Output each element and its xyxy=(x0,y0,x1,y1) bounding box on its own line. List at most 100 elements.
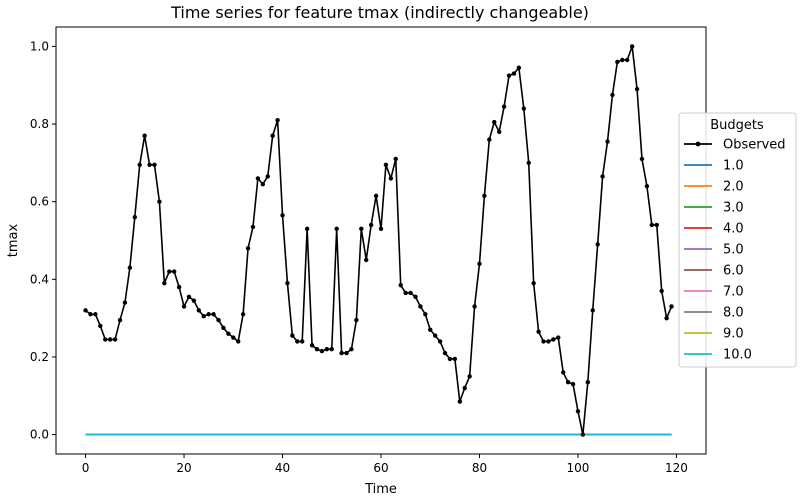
legend-entry: 8.0 xyxy=(684,306,744,321)
observed-point xyxy=(196,308,201,313)
observed-point xyxy=(442,350,448,356)
observed-point xyxy=(595,242,600,247)
observed-point xyxy=(354,317,359,323)
observed-point xyxy=(373,193,379,199)
observed-point xyxy=(147,162,152,167)
observed-point xyxy=(304,226,310,232)
observed-point xyxy=(620,57,625,63)
observed-point xyxy=(383,162,389,167)
observed-point xyxy=(546,339,551,344)
y-tick-label: 0.2 xyxy=(30,350,49,364)
observed-point xyxy=(117,317,123,323)
y-tick-label: 1.0 xyxy=(30,39,49,53)
y-tick-label: 0.4 xyxy=(30,272,49,286)
observed-point xyxy=(245,246,251,251)
legend-label: 9.0 xyxy=(723,327,744,342)
observed-point xyxy=(186,294,192,299)
observed-point xyxy=(570,381,576,387)
observed-point xyxy=(240,312,246,317)
x-tick-label: 120 xyxy=(665,461,688,475)
observed-point xyxy=(511,71,517,76)
observed-point xyxy=(319,348,325,354)
legend-entry: 10.0 xyxy=(684,348,752,363)
observed-point xyxy=(575,409,581,414)
observed-point xyxy=(625,57,630,63)
observed-point xyxy=(531,281,536,286)
observed-point xyxy=(600,174,605,179)
observed-point xyxy=(477,261,482,266)
x-tick-label: 60 xyxy=(373,461,388,475)
observed-point xyxy=(250,224,256,230)
observed-point xyxy=(565,379,571,385)
y-axis: 0.0 0.2 0.4 0.6 0.8 1.0 xyxy=(30,39,56,442)
observed-point xyxy=(437,339,443,344)
observed-point xyxy=(122,300,128,305)
legend-entry: 7.0 xyxy=(684,285,744,300)
observed-point xyxy=(506,73,512,78)
observed-point xyxy=(171,269,177,274)
legend-entries: Observed 1.0 2.0 3.0 4.0 5.0 6.0 7.0 8.0 9.0 10.0 xyxy=(684,138,786,363)
observed-point xyxy=(206,312,211,317)
observed-point xyxy=(378,226,384,232)
observed-point xyxy=(432,333,438,338)
legend-label: 4.0 xyxy=(723,222,744,237)
observed-point xyxy=(152,162,157,167)
legend-entry: 1.0 xyxy=(684,159,744,174)
observed-point xyxy=(590,308,595,313)
observed-point xyxy=(398,282,403,288)
observed-point xyxy=(103,337,108,342)
observed-point xyxy=(324,346,330,352)
observed-point xyxy=(556,335,561,340)
x-tick-label: 80 xyxy=(472,461,487,475)
legend-label: 8.0 xyxy=(723,306,744,321)
observed-point xyxy=(344,350,349,356)
observed-point xyxy=(605,139,610,144)
legend-entry: 6.0 xyxy=(684,264,744,279)
y-tick-label: 0.0 xyxy=(30,428,49,442)
observed-point xyxy=(615,59,620,65)
legend-label: Observed xyxy=(723,138,786,153)
observed-point xyxy=(88,312,93,317)
legend-entry: 9.0 xyxy=(684,327,744,342)
observed-point xyxy=(654,222,659,228)
observed-point xyxy=(580,432,586,437)
x-tick-label: 40 xyxy=(275,461,290,475)
observed-point xyxy=(275,117,280,123)
observed-point xyxy=(368,222,374,228)
observed-point xyxy=(452,356,458,362)
observed-point xyxy=(472,304,477,309)
observed-point xyxy=(585,379,591,385)
observed-point xyxy=(364,257,369,263)
observed-point xyxy=(462,385,467,391)
x-tick-label: 0 xyxy=(82,461,90,475)
observed-point xyxy=(295,339,300,344)
observed-point xyxy=(403,290,408,296)
x-axis-label: Time xyxy=(364,482,397,497)
observed-point xyxy=(659,288,664,294)
observed-point xyxy=(501,104,507,109)
observed-point xyxy=(236,339,241,344)
observed-point xyxy=(561,370,566,375)
observed-point xyxy=(634,86,640,92)
observed-point xyxy=(482,193,487,199)
observed-point xyxy=(334,226,339,232)
observed-point xyxy=(270,133,275,138)
observed-point xyxy=(521,106,526,111)
observed-point xyxy=(83,308,88,313)
observed-point xyxy=(467,374,472,379)
observed-point xyxy=(181,304,187,309)
observed-point xyxy=(112,337,118,342)
legend-marker xyxy=(695,141,701,147)
observed-point xyxy=(457,399,462,404)
observed-point xyxy=(629,44,635,49)
y-axis-label: tmax xyxy=(6,223,21,257)
legend-entry: 3.0 xyxy=(684,201,744,216)
observed-point xyxy=(216,317,221,323)
observed-point xyxy=(516,65,522,70)
observed-point xyxy=(260,182,266,187)
observed-point xyxy=(536,329,541,334)
observed-point xyxy=(162,281,167,286)
observed-point xyxy=(280,213,285,218)
x-tick-label: 100 xyxy=(567,461,590,475)
observed-point xyxy=(314,346,320,352)
